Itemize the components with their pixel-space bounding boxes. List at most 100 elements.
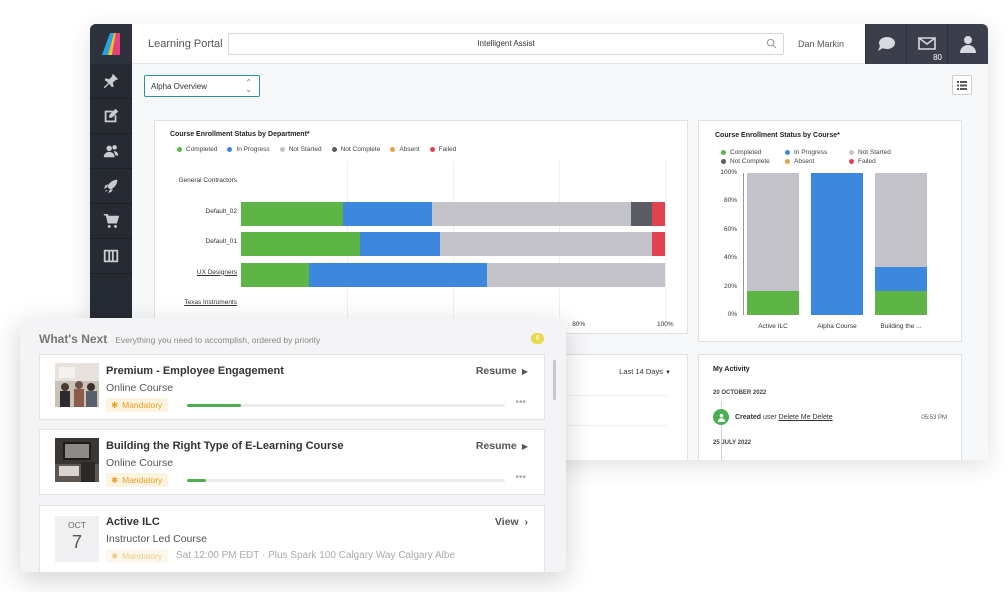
- task-card[interactable]: Building the Right Type of E-Learning Co…: [39, 429, 545, 495]
- user-name[interactable]: Dan Markin: [798, 38, 845, 49]
- legend-label: Completed: [730, 149, 762, 156]
- chevron-right-icon: ›: [521, 516, 528, 528]
- mandatory-label: Mandatory: [122, 400, 163, 410]
- dept-chart-legend: Completed In Progress Not Started Not Compl…: [177, 145, 466, 154]
- sidebar-item-launch[interactable]: [90, 169, 132, 204]
- bar-segment-in-progress[interactable]: [342, 201, 432, 226]
- legend-label: Not Started: [288, 146, 322, 153]
- legend-swatch: [721, 159, 726, 164]
- app-logo[interactable]: [90, 24, 132, 64]
- bar-segment-failed[interactable]: [652, 201, 665, 226]
- chat-button[interactable]: [865, 24, 906, 64]
- bar-segment-completed[interactable]: [747, 290, 799, 315]
- bar-segment-completed[interactable]: [241, 232, 360, 256]
- sidebar-item-pin[interactable]: [90, 64, 132, 99]
- task-card[interactable]: Premium - Employee Engagement Online Cou…: [39, 354, 545, 420]
- progress-bar: [187, 404, 505, 407]
- search-icon[interactable]: [766, 38, 777, 49]
- course-bar[interactable]: [747, 173, 799, 315]
- legend-item[interactable]: Absent: [390, 145, 420, 154]
- sidebar-item-catalog[interactable]: [90, 239, 132, 274]
- more-options-icon[interactable]: •••: [515, 472, 526, 483]
- task-card[interactable]: OCT 7 Active ILC Instructor Led Course V…: [39, 505, 545, 572]
- progress-fill: [187, 479, 207, 482]
- bar-segment-completed[interactable]: [241, 201, 343, 226]
- bar-segment-not-complete[interactable]: [631, 201, 653, 226]
- edit-icon: [104, 108, 119, 123]
- legend-item[interactable]: Not Complete: [721, 157, 785, 166]
- legend-swatch: [390, 147, 396, 152]
- legend-item[interactable]: Not Started: [849, 148, 913, 157]
- play-icon: ▶: [519, 367, 528, 376]
- more-options-icon[interactable]: •••: [515, 397, 526, 408]
- view-button[interactable]: View ›: [495, 516, 528, 528]
- user-created-icon: [713, 409, 729, 425]
- y-tick-label: 80%: [723, 197, 737, 205]
- course-bar[interactable]: [811, 173, 863, 315]
- profile-button[interactable]: [947, 24, 988, 64]
- activity-target-link[interactable]: Delete Me Delete: [778, 414, 833, 421]
- legend-item[interactable]: In Progress: [785, 148, 849, 157]
- legend-item[interactable]: Not Complete: [331, 145, 380, 154]
- dept-bar[interactable]: [241, 232, 665, 256]
- legend-label: In Progress: [794, 149, 828, 156]
- dept-row-label[interactable]: Texas Instruments: [184, 299, 237, 306]
- task-title[interactable]: Active ILC: [106, 516, 160, 528]
- bar-segment-in-progress[interactable]: [308, 262, 487, 287]
- course-chart-title: Course Enrollment Status by Course*: [715, 132, 840, 139]
- sidebar-item-store[interactable]: [90, 204, 132, 239]
- gridline: [665, 161, 666, 331]
- legend-item[interactable]: Completed: [177, 145, 217, 154]
- sidebar-item-edit[interactable]: [90, 99, 132, 134]
- task-title[interactable]: Premium - Employee Engagement: [106, 365, 284, 377]
- event-month: OCT: [68, 520, 86, 530]
- bar-segment-not-started[interactable]: [747, 173, 799, 291]
- mandatory-label: Mandatory: [122, 475, 163, 485]
- mandatory-tag: ✱ Mandatory: [106, 398, 169, 412]
- event-details: Sat 12:00 PM EDT · Plus Spark 100 Calgar…: [176, 550, 456, 561]
- portal-title: Learning Portal: [148, 37, 223, 50]
- mail-button[interactable]: 80: [906, 24, 947, 64]
- bar-segment-not-started[interactable]: [875, 173, 927, 267]
- view-select[interactable]: Alpha Overview ⌃ ⌄: [144, 75, 260, 97]
- list-icon: [957, 80, 967, 90]
- sidebar-item-users[interactable]: [90, 134, 132, 169]
- bar-segment-not-started[interactable]: [431, 201, 632, 226]
- legend-item[interactable]: Completed: [721, 148, 785, 157]
- course-thumbnail: [55, 363, 99, 407]
- bar-segment-in-progress[interactable]: [875, 266, 927, 291]
- legend-item[interactable]: Not Started: [279, 145, 322, 154]
- list-view-button[interactable]: [952, 75, 972, 95]
- legend-item[interactable]: Absent: [785, 157, 849, 166]
- bar-segment-not-started[interactable]: [440, 232, 653, 256]
- bar-segment-in-progress[interactable]: [359, 232, 441, 256]
- whats-next-subtitle: Everything you need to accomplish, order…: [115, 335, 321, 345]
- task-type: Online Course: [106, 457, 174, 469]
- task-type: Online Course: [106, 382, 174, 394]
- dept-row-label: General Contractors: [178, 177, 237, 184]
- dept-row-label[interactable]: UX Designers: [196, 268, 237, 276]
- play-icon: ▶: [519, 442, 528, 451]
- range-select[interactable]: Last 14 Days ▼: [619, 367, 671, 376]
- legend-swatch: [721, 150, 726, 155]
- bar-segment-completed[interactable]: [241, 262, 309, 287]
- dept-bar[interactable]: [241, 201, 665, 226]
- bar-segment-not-started[interactable]: [486, 262, 665, 287]
- dept-bar[interactable]: [241, 262, 665, 287]
- mandatory-tag: ✱ Mandatory: [106, 473, 169, 487]
- legend-item[interactable]: Failed: [429, 145, 456, 154]
- task-title[interactable]: Building the Right Type of E-Learning Co…: [106, 440, 344, 452]
- activity-entry: Created user Delete Me Delete: [735, 414, 833, 421]
- resume-button[interactable]: Resume ▶: [476, 365, 528, 377]
- bar-segment-in-progress[interactable]: [811, 173, 863, 315]
- course-bar[interactable]: [875, 173, 927, 315]
- search-input[interactable]: Intelligent Assist: [228, 32, 784, 55]
- bar-segment-failed[interactable]: [652, 232, 665, 256]
- legend-item[interactable]: In Progress: [227, 145, 270, 154]
- dept-row-label: Default_02: [205, 207, 237, 215]
- resume-button[interactable]: Resume ▶: [476, 440, 528, 452]
- legend-item[interactable]: Failed: [849, 157, 913, 166]
- bar-segment-completed[interactable]: [875, 290, 927, 315]
- scrollbar[interactable]: [553, 360, 556, 400]
- view-label: View: [494, 516, 519, 528]
